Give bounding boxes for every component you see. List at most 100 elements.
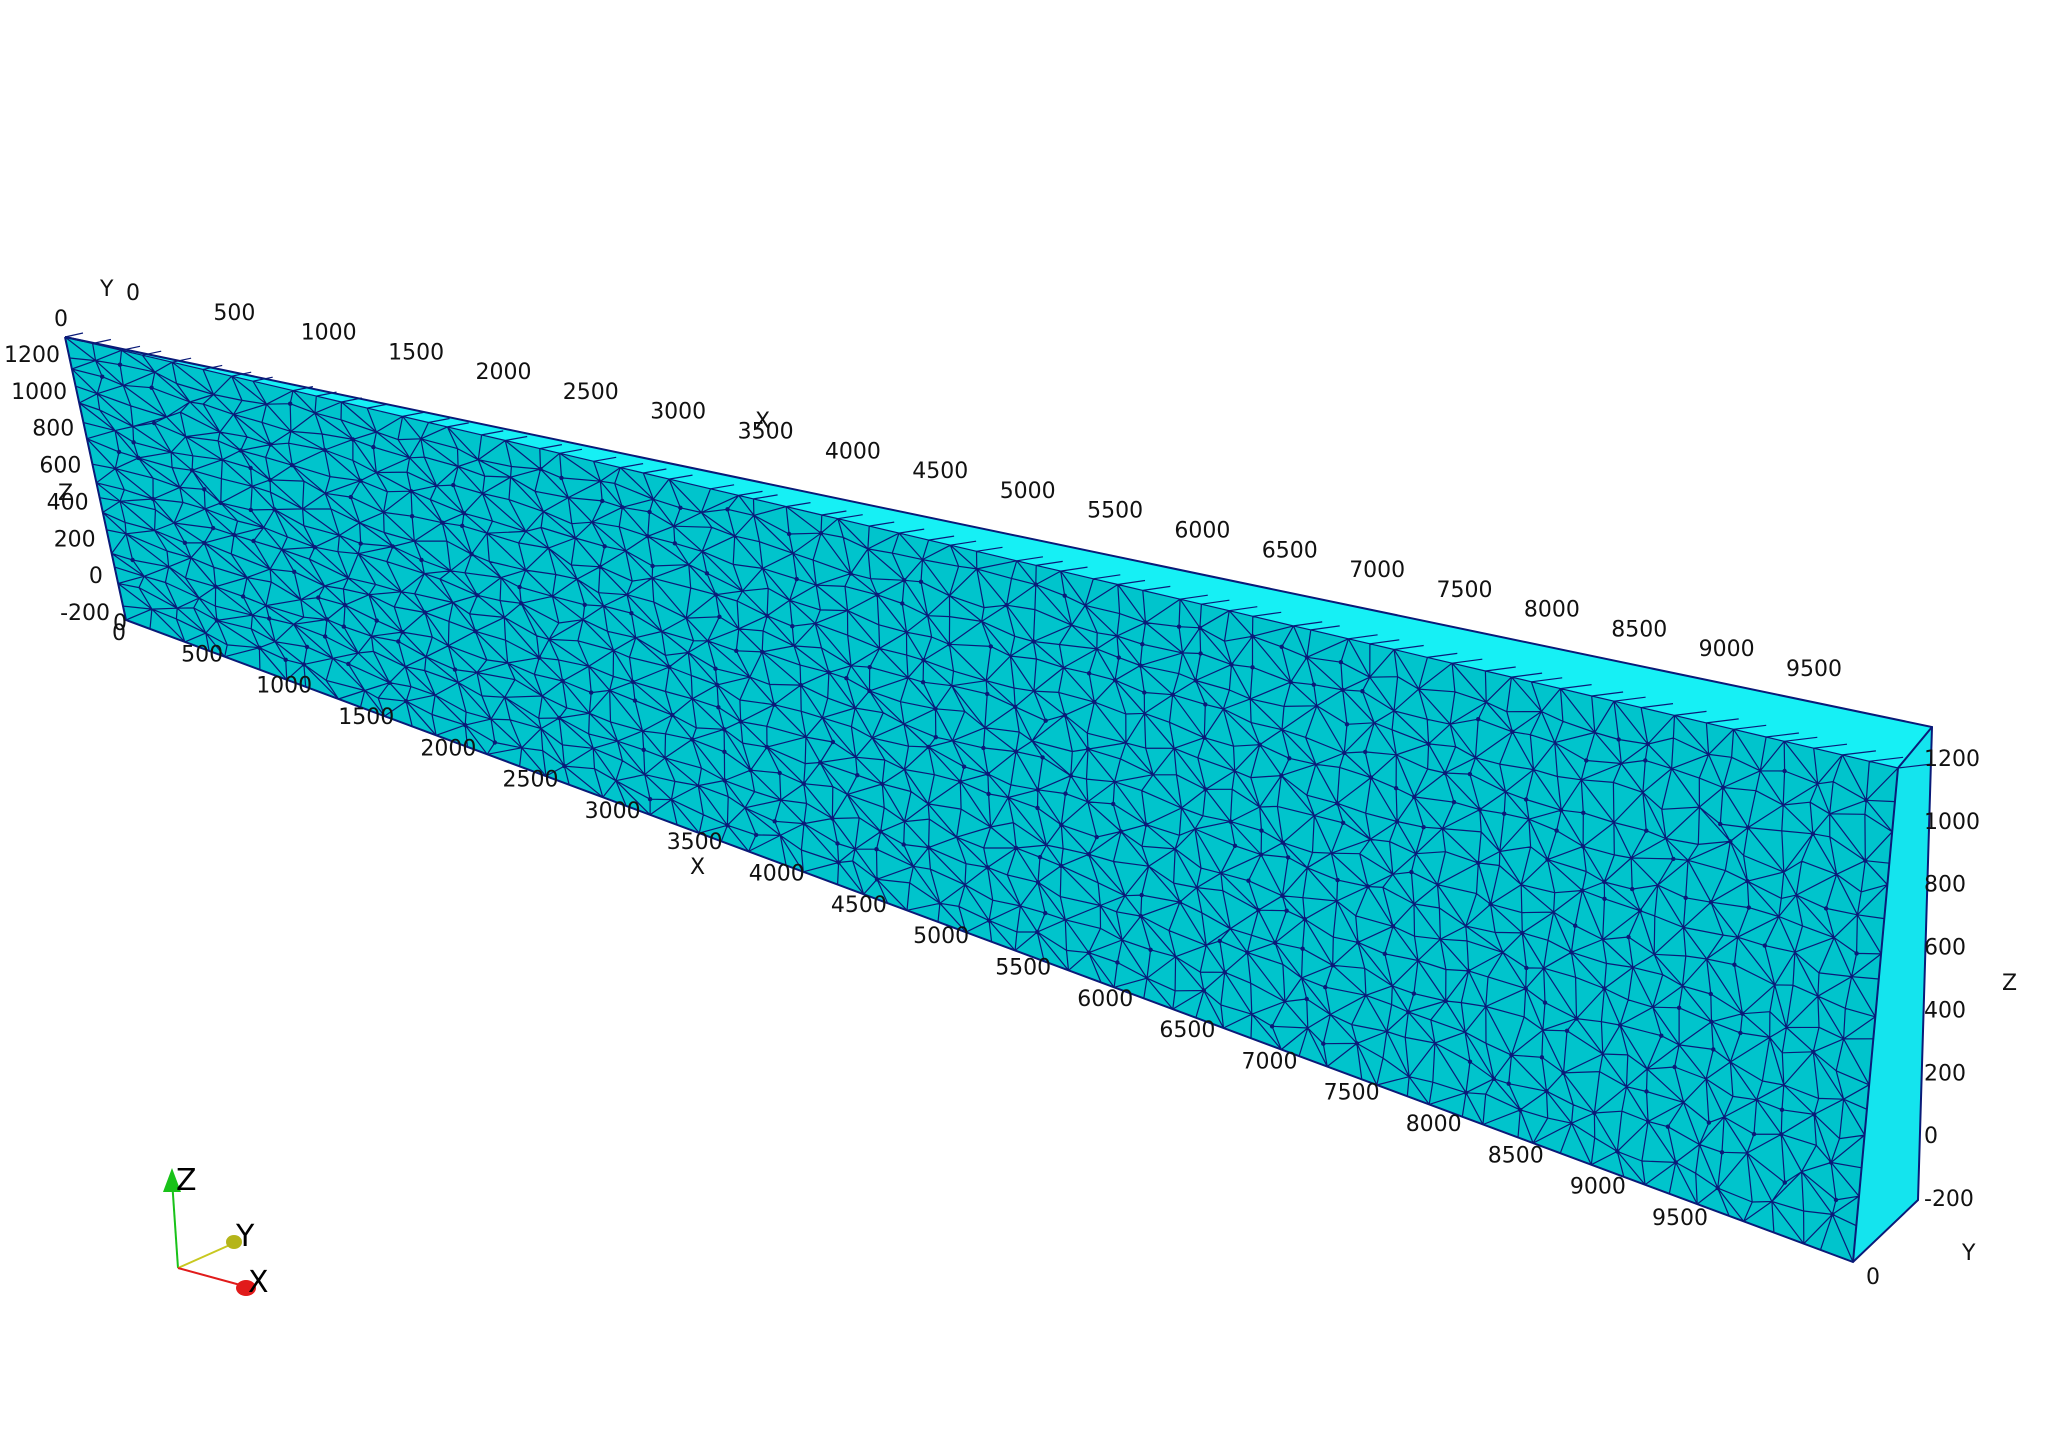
mesh-node — [647, 797, 653, 802]
mesh-node — [1062, 593, 1067, 598]
mesh-node — [985, 691, 990, 697]
mesh-node — [1321, 1041, 1326, 1046]
z-axis-right-tick-4: 400 — [1924, 998, 1966, 1023]
mesh-node — [1412, 794, 1417, 800]
mesh-node — [738, 719, 743, 724]
mesh-node — [721, 727, 727, 732]
mesh-node — [921, 658, 926, 663]
mesh-node — [1013, 704, 1018, 709]
mesh-node — [130, 557, 135, 563]
mesh-node — [1738, 1030, 1743, 1036]
mesh-node — [1340, 687, 1345, 693]
mesh-node — [1584, 758, 1589, 763]
mesh-node — [1477, 807, 1483, 812]
mesh-node — [1059, 822, 1064, 828]
mesh-node — [248, 465, 253, 471]
x-axis-top-tick-6: 3000 — [650, 400, 706, 425]
z-axis-left-title: Z — [58, 481, 73, 506]
x-axis-bottom-tick-1: 500 — [181, 642, 223, 667]
z-axis-left-tick-4: 400 — [47, 490, 89, 515]
mesh-node — [1573, 923, 1578, 928]
mesh-node — [460, 523, 465, 528]
mesh-node — [1683, 895, 1688, 900]
mesh-node — [390, 544, 395, 549]
mesh-node — [1745, 879, 1750, 884]
mesh-node — [131, 440, 136, 445]
mesh-node — [409, 514, 415, 519]
mesh-node — [1626, 934, 1631, 940]
mesh-node — [1706, 1120, 1712, 1125]
mesh-node — [1365, 884, 1371, 889]
mesh-node — [713, 592, 718, 597]
mesh-node — [473, 629, 478, 634]
mesh-nodes — [100, 362, 1869, 1217]
mesh-node — [1279, 773, 1284, 778]
mesh-node — [1810, 831, 1816, 836]
mesh-node — [1269, 1024, 1275, 1029]
y-axis-left-title: Y — [99, 277, 114, 302]
mesh-node — [1170, 692, 1175, 697]
mesh-node — [288, 401, 293, 406]
mesh-node — [404, 699, 409, 704]
x-axis-top-tick-17: 8500 — [1611, 617, 1667, 642]
x-axis-top-tick-14: 7000 — [1349, 558, 1405, 583]
mesh-node — [1676, 1005, 1682, 1010]
mesh-node — [1673, 1160, 1678, 1165]
mesh-node — [801, 821, 807, 826]
mesh-node — [182, 540, 188, 545]
mesh-node — [1258, 852, 1264, 857]
mesh-node — [537, 655, 542, 660]
mesh-node — [1672, 1064, 1677, 1070]
mesh-node — [1272, 940, 1278, 945]
mesh-node — [1830, 1212, 1835, 1217]
x-axis-bottom-tick-7: 3500 — [667, 830, 723, 855]
mesh-node — [1542, 1000, 1548, 1005]
mesh-node — [714, 682, 720, 688]
mesh-node — [880, 781, 885, 787]
mesh-node — [257, 645, 262, 650]
mesh-node — [1732, 962, 1737, 967]
mesh-node — [1037, 855, 1043, 860]
mesh-node — [1488, 902, 1493, 907]
orientation-triad[interactable]: Z Y X — [163, 1163, 269, 1300]
mesh-node — [100, 374, 105, 379]
mesh-node — [1718, 821, 1723, 827]
mesh-node — [408, 489, 414, 494]
z-axis-right-tick-6: 0 — [1924, 1124, 1938, 1149]
mesh-node — [136, 455, 141, 461]
mesh-node — [988, 644, 993, 649]
mesh-node — [933, 735, 938, 740]
mesh-beam[interactable] — [64, 332, 1934, 1264]
mesh-node — [1031, 639, 1036, 644]
x-axis-bottom-tick-9: 4500 — [831, 893, 887, 918]
mesh-node — [1524, 965, 1529, 971]
x-axis-bottom-tick-6: 3000 — [585, 799, 641, 824]
mesh-node — [1574, 1016, 1579, 1021]
z-axis-right-tick-1: 1000 — [1924, 810, 1980, 835]
mesh-node — [855, 773, 860, 778]
z-axis-left-tick-3: 600 — [39, 454, 81, 479]
y-arrow-icon — [226, 1235, 242, 1249]
mesh-node — [826, 670, 832, 675]
mesh-node — [1259, 828, 1264, 833]
mesh-node — [1828, 1160, 1834, 1165]
mesh-node — [151, 420, 157, 426]
mesh-node — [1442, 770, 1448, 776]
mesh-node — [830, 816, 835, 821]
mesh-node — [1340, 820, 1346, 825]
mesh-node — [1068, 773, 1074, 778]
mesh-node — [358, 478, 363, 483]
x-axis-bottom-tick-19: 9500 — [1652, 1206, 1708, 1231]
mesh-node — [1645, 1119, 1651, 1124]
mesh-node — [371, 444, 376, 450]
mesh-node — [1203, 702, 1208, 707]
mesh-node — [794, 576, 799, 582]
mesh-node — [1740, 1011, 1745, 1016]
mesh-node — [1111, 801, 1116, 807]
mesh-node — [350, 437, 356, 442]
mesh-node — [835, 841, 840, 846]
mesh-node — [801, 781, 806, 786]
mesh-node — [316, 595, 321, 600]
mesh-node — [1360, 689, 1365, 694]
